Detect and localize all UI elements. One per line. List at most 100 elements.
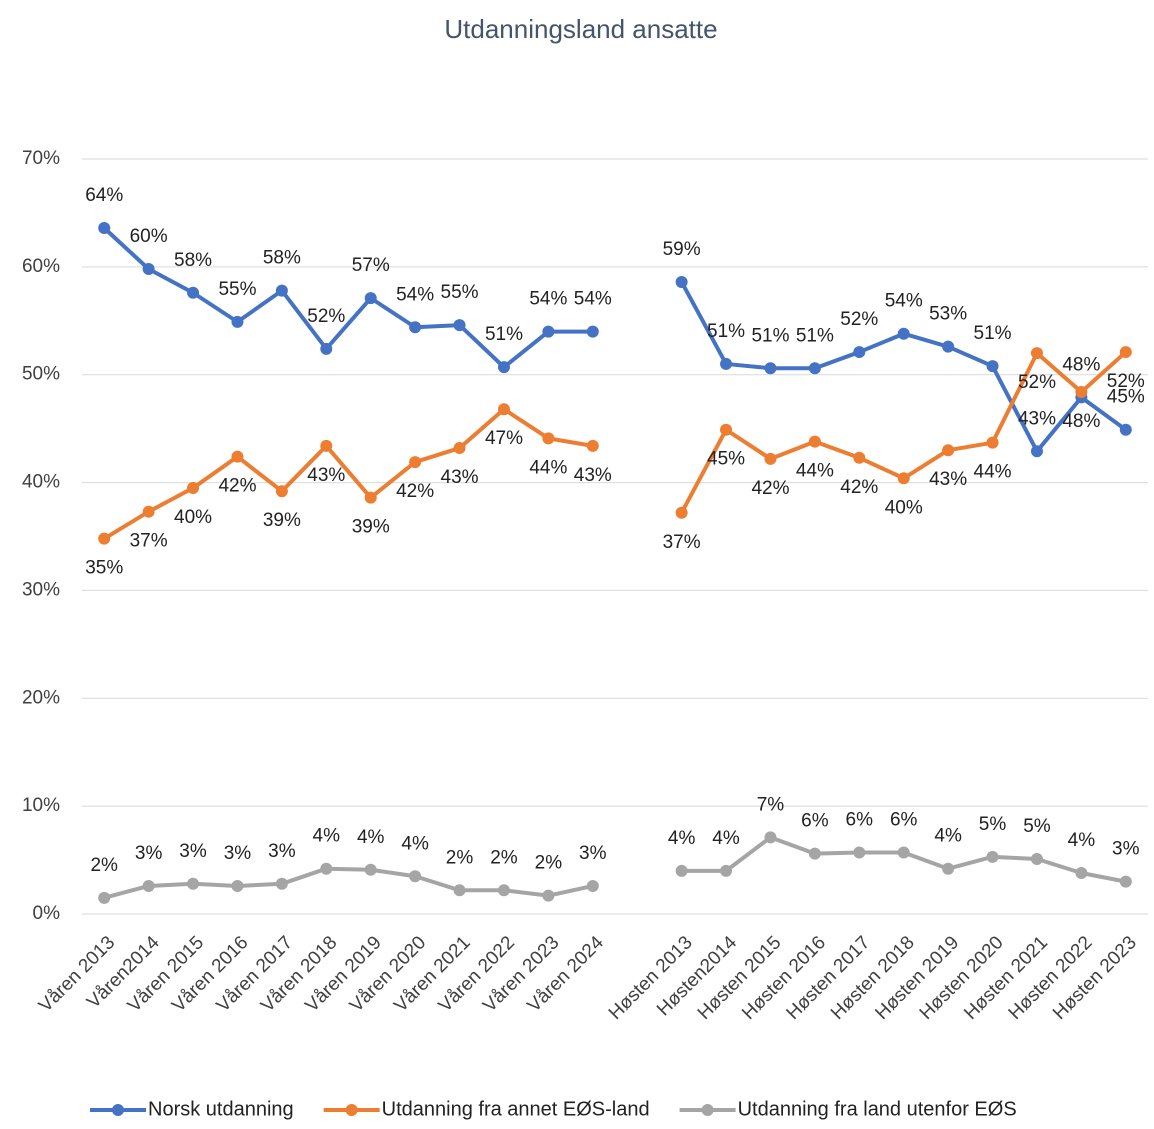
data-point [808,435,821,448]
data-label: 58% [263,248,301,269]
data-label: 4% [668,828,696,849]
data-label: 57% [352,255,390,276]
data-point [142,263,155,276]
data-point [942,444,955,457]
data-point [942,340,955,353]
series-line [103,350,1128,541]
data-label: 48% [1062,354,1100,375]
data-label: 3% [268,841,296,862]
data-label: 40% [885,497,923,518]
data-point [720,357,733,370]
data-label: 3% [135,843,163,864]
legend-marker [701,1104,714,1116]
data-point [98,891,111,904]
data-label: 54% [396,284,434,305]
data-label: 42% [396,481,434,502]
data-label: 55% [441,282,479,303]
data-label: 51% [485,324,523,345]
data-point [453,442,466,455]
data-label: 52% [1018,372,1056,393]
data-point [1030,445,1043,458]
data-point [853,451,866,464]
data-point [497,403,510,416]
data-point [675,864,688,877]
data-point [586,439,599,452]
legend-label: Utdanning fra land utenfor EØS [738,1098,1017,1120]
data-label: 2% [535,853,563,874]
y-tick-label: 20% [22,687,60,708]
data-label: 3% [1112,839,1140,860]
data-label: 52% [840,309,878,330]
data-point [1075,867,1088,880]
data-point [320,342,333,355]
data-point [586,879,599,892]
data-label: 47% [485,428,523,449]
data-label: 6% [890,810,918,831]
data-label: 43% [1018,408,1056,429]
data-point [586,325,599,338]
data-label: 4% [401,833,429,854]
data-label: 44% [974,462,1012,483]
data-point [942,862,955,875]
data-label: 37% [130,531,168,552]
data-label: 53% [929,304,967,325]
data-point [720,423,733,436]
legend-marker [112,1104,124,1116]
data-point [808,847,821,860]
data-point [808,362,821,375]
data-label: 3% [179,841,207,862]
data-point [409,321,422,334]
data-label: 5% [1023,816,1051,837]
data-label: 2% [490,847,518,868]
data-point [1030,347,1043,360]
chart-title: Utdanningsland ansatte [444,14,717,44]
data-label: 64% [85,185,123,206]
data-point [1030,852,1043,865]
data-label: 37% [663,532,701,553]
data-point [897,846,910,859]
data-point [542,432,555,445]
data-point [231,879,244,892]
data-point [453,884,466,897]
data-label: 4% [357,827,385,848]
data-label: 58% [174,250,212,271]
data-point [453,319,466,332]
data-label: 43% [441,467,479,488]
data-point [897,327,910,340]
data-label: 5% [979,814,1007,835]
data-label: 39% [352,517,390,538]
data-label: 44% [529,457,567,478]
y-tick-label: 40% [22,472,60,493]
legend-marker [345,1104,358,1116]
data-point [764,452,777,465]
data-point [231,315,244,328]
data-label: 4% [1068,830,1096,851]
data-point [98,532,111,545]
data-point [986,436,999,449]
data-point [364,292,377,305]
data-point [275,485,288,498]
data-point [320,439,333,452]
data-point [409,456,422,469]
data-point [720,864,733,877]
data-point [1119,875,1132,888]
data-point [542,889,555,902]
data-label: 4% [712,828,740,849]
data-point [320,862,333,875]
y-tick-label: 30% [22,579,60,600]
y-tick-label: 50% [22,364,60,385]
data-label: 59% [663,239,701,260]
data-label: 54% [885,291,923,312]
series-line [103,835,1127,900]
data-point [364,491,377,504]
data-label: 51% [796,325,834,346]
data-label: 45% [1107,387,1145,408]
data-label: 54% [574,289,612,310]
data-point [1119,423,1132,436]
data-point [187,877,200,890]
data-point [764,362,777,375]
data-label: 60% [130,226,168,247]
legend-label: Norsk utdanning [148,1098,294,1120]
data-label: 42% [218,476,256,497]
data-point [409,870,422,883]
